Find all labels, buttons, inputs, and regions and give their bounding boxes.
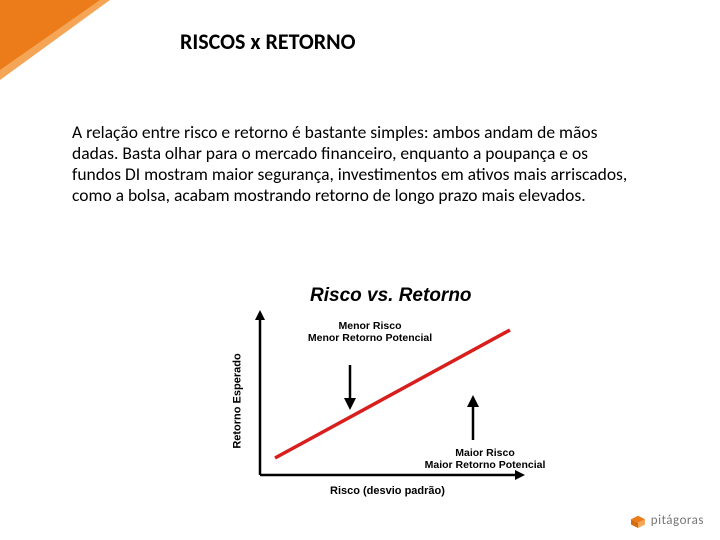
chart-annotation-high-line1: Maior Risco (415, 447, 555, 459)
chart-annotation-low-line1: Menor Risco (295, 320, 445, 332)
slide-title: RISCOS x RETORNO (180, 28, 356, 55)
chart-x-axis-label: Risco (desvio padrão) (330, 485, 445, 497)
risk-return-chart: Risco vs. Retorno Retorno Esperado Risco… (220, 285, 550, 500)
brand-name: pitágoras (651, 513, 704, 528)
chart-title: Risco vs. Retorno (310, 285, 472, 307)
slide-paragraph: A relação entre risco e retorno é bastan… (72, 122, 632, 206)
chart-annotation-high-line2: Maior Retorno Potencial (415, 459, 555, 471)
chart-annotation-high: Maior Risco Maior Retorno Potencial (415, 447, 555, 471)
corner-accent (0, 0, 100, 70)
brand-logo: pitágoras (629, 513, 704, 528)
chart-y-axis-label: Retorno Esperado (232, 353, 244, 448)
box-icon (629, 514, 647, 528)
chart-annotation-low: Menor Risco Menor Retorno Potencial (295, 320, 445, 344)
chart-annotation-low-line2: Menor Retorno Potencial (295, 332, 445, 344)
